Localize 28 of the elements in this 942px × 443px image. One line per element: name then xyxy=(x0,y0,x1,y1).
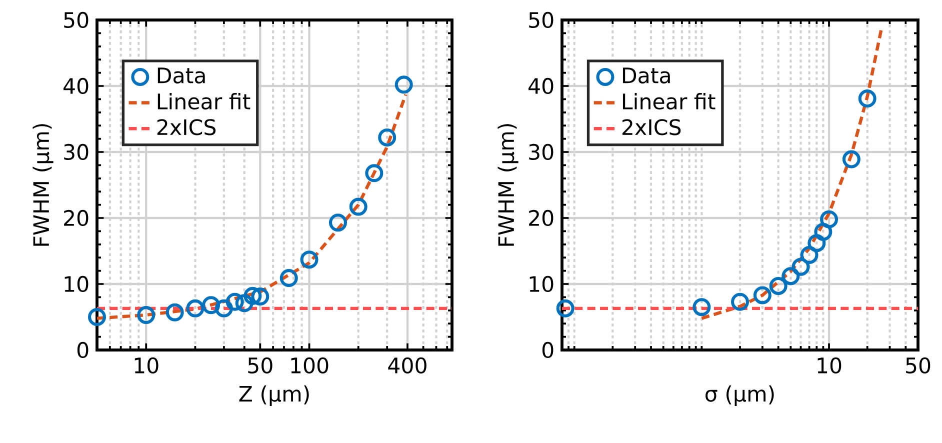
x-tick-label: 50 xyxy=(248,357,272,374)
y-tick-label: 30 xyxy=(64,144,88,160)
y-tick-label: 10 xyxy=(64,276,88,292)
legend-label: Linear fit xyxy=(158,93,250,110)
x-axis-title: Z (μm) xyxy=(239,385,309,406)
y-tick-label: 20 xyxy=(64,210,88,226)
y-tick-label: 20 xyxy=(529,210,554,226)
x-tick-label: 50 xyxy=(906,357,930,374)
legend-label: Data xyxy=(622,68,670,84)
y-axis-title: FWHM (μm) xyxy=(498,124,518,246)
y-tick-label: 0 xyxy=(77,342,88,358)
x-tick-label: 10 xyxy=(134,357,158,374)
legend-label: Data xyxy=(158,68,205,84)
x-tick-label: 100 xyxy=(291,357,328,374)
x-axis-title: σ (μm) xyxy=(706,385,774,406)
y-axis-title: FWHM (μm) xyxy=(32,124,54,246)
x-tick-label: 400 xyxy=(388,357,426,374)
legend-label: Linear fit xyxy=(622,93,716,110)
y-tick-label: 40 xyxy=(64,78,88,94)
y-tick-label: 50 xyxy=(64,12,88,28)
y-tick-label: 30 xyxy=(529,144,554,160)
x-tick-label: 10 xyxy=(818,357,842,374)
legend-label: 2xICS xyxy=(622,119,681,136)
y-tick-label: 40 xyxy=(528,78,554,94)
y-tick-label: 0 xyxy=(542,342,554,358)
y-tick-label: 10 xyxy=(530,276,554,292)
y-tick-label: 50 xyxy=(529,12,554,28)
legend-label: 2xICS xyxy=(157,119,216,136)
